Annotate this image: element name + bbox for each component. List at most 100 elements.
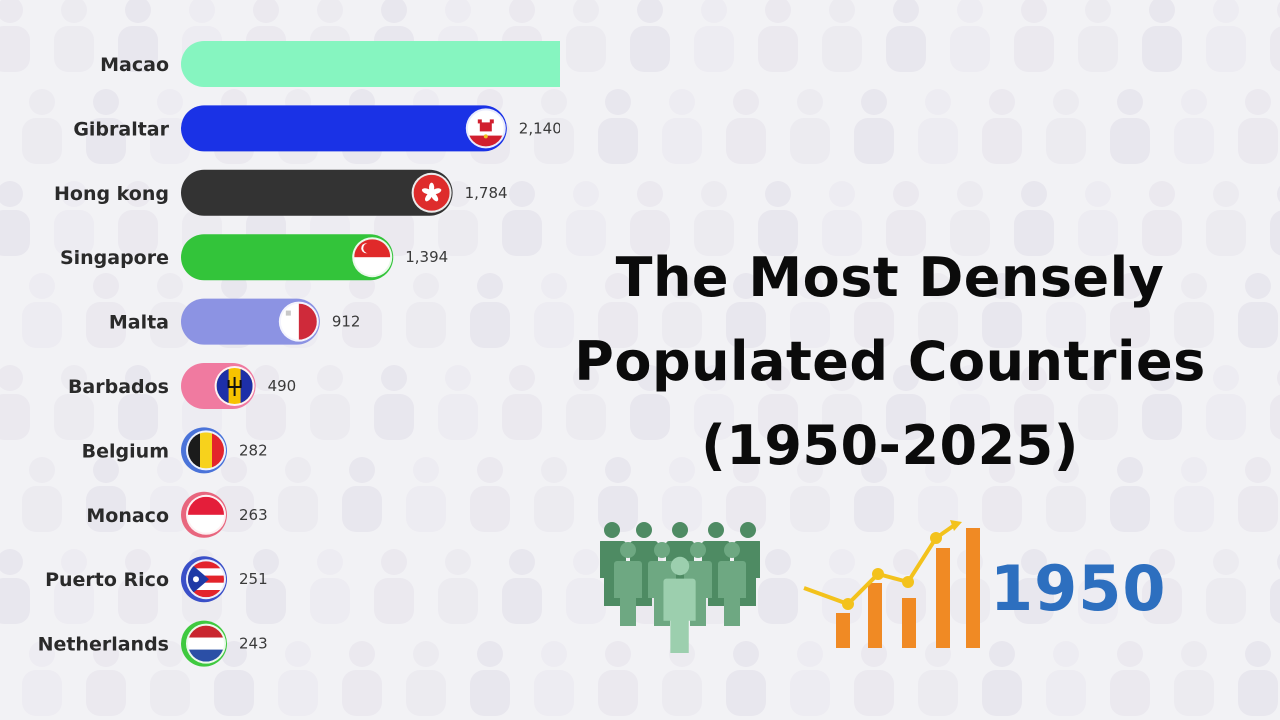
- crowd-person: [1238, 273, 1278, 348]
- crowd-person: [150, 89, 190, 164]
- crowd-person: [1110, 89, 1150, 164]
- category-label: Monaco: [86, 505, 169, 527]
- crowd-person: [694, 0, 734, 72]
- netherlands-flag-icon: [186, 623, 226, 664]
- crowd-person: [758, 0, 798, 72]
- title-line-2: Populated Countries: [574, 330, 1206, 393]
- crowd-person: [950, 0, 990, 72]
- crowd-person: [22, 641, 62, 716]
- crowd-person: [630, 181, 670, 256]
- crowd-person: [1078, 365, 1118, 440]
- crowd-person: [310, 365, 350, 440]
- bar-group: Netherlands 243: [38, 620, 268, 667]
- crowd-person: [374, 365, 414, 440]
- growth-point: [842, 598, 854, 610]
- category-label: Hong kong: [54, 183, 169, 205]
- bar: [181, 169, 453, 216]
- value-label: 282: [239, 441, 268, 459]
- value-label: 263: [239, 506, 268, 524]
- crowd-person: [470, 457, 510, 532]
- category-label: Puerto Rico: [45, 569, 169, 591]
- crowd-person: [1238, 641, 1278, 716]
- crowd-person: [790, 457, 830, 532]
- bar: [181, 234, 394, 281]
- crowd-person: [1270, 185, 1280, 256]
- value-label: 243: [239, 635, 268, 653]
- crowd-person: [662, 89, 702, 164]
- crowd-person: [854, 89, 894, 164]
- crowd-person: [1078, 549, 1118, 624]
- bar-group: Gibraltar 2,140: [73, 105, 560, 152]
- crowd-person: [534, 641, 574, 716]
- category-label: Netherlands: [38, 634, 169, 656]
- barbados-flag-icon: [214, 366, 255, 406]
- crowd-person: [1206, 365, 1246, 440]
- crowd-person: [86, 273, 126, 348]
- value-label: 490: [268, 377, 297, 395]
- crowd-person: [1270, 369, 1280, 440]
- bar-group: Singapore 1,394: [60, 234, 448, 281]
- category-label: Belgium: [82, 440, 169, 462]
- crowd-person: [278, 641, 318, 716]
- growth-point: [872, 568, 884, 580]
- crowd-person: [886, 365, 926, 440]
- crowd-person: [918, 89, 958, 164]
- category-label: Barbados: [68, 376, 169, 398]
- crowd-person: [54, 181, 94, 256]
- bar-group: Hong kong 1,784: [54, 169, 508, 216]
- growth-bar: [966, 528, 980, 648]
- crowd-person: [0, 549, 30, 624]
- crowd-person: [1206, 549, 1246, 624]
- arrow-head-icon: [950, 520, 962, 531]
- crowd-person: [150, 273, 190, 348]
- monaco-flag-icon: [186, 494, 226, 535]
- crowd-person: [1270, 1, 1280, 72]
- crowd-person: [1014, 181, 1054, 256]
- growth-bar: [902, 598, 916, 648]
- crowd-person: [278, 457, 318, 532]
- crowd-person: [150, 641, 190, 716]
- crowd-person: [1046, 457, 1086, 532]
- crowd-person: [1238, 89, 1278, 164]
- value-label: 1,784: [465, 184, 508, 202]
- bar-group: Macao6,391: [100, 41, 560, 87]
- growth-point: [902, 576, 914, 588]
- crowd-person: [662, 457, 702, 532]
- bar: [181, 41, 560, 87]
- crowd-person: [598, 89, 638, 164]
- crowd-person: [438, 549, 478, 624]
- crowd-person: [1110, 273, 1150, 348]
- crowd-person: [0, 181, 30, 256]
- value-label: 1,394: [405, 248, 448, 266]
- crowd-person: [758, 549, 798, 624]
- person-figure: [663, 556, 696, 653]
- crowd-person: [534, 457, 574, 532]
- crowd-person: [118, 0, 158, 72]
- crowd-person: [982, 457, 1022, 532]
- crowd-person: [566, 549, 606, 624]
- crowd-person: [1206, 0, 1246, 72]
- crowd-person: [1110, 457, 1150, 532]
- bar: [181, 105, 507, 152]
- crowd-person: [342, 457, 382, 532]
- crowd-person: [374, 549, 414, 624]
- crowd-person: [0, 0, 30, 72]
- value-label: 912: [332, 313, 361, 331]
- bar-group: Belgium 282: [82, 427, 268, 474]
- crowd-person: [118, 181, 158, 256]
- malta-flag-icon: [278, 301, 319, 342]
- crowd-person: [566, 181, 606, 256]
- crowd-person: [150, 457, 190, 532]
- crowd-person: [694, 181, 734, 256]
- crowd-person: [470, 273, 510, 348]
- people-group-icon: [600, 522, 760, 653]
- crowd-person: [214, 641, 254, 716]
- bar-group: Puerto Rico 251: [45, 556, 268, 603]
- crowd-person: [1014, 365, 1054, 440]
- growth-bar: [836, 613, 850, 648]
- crowd-person: [54, 549, 94, 624]
- crowd-person: [502, 181, 542, 256]
- growth-bar: [936, 548, 950, 648]
- crowd-person: [854, 273, 894, 348]
- crowd-person: [1078, 0, 1118, 72]
